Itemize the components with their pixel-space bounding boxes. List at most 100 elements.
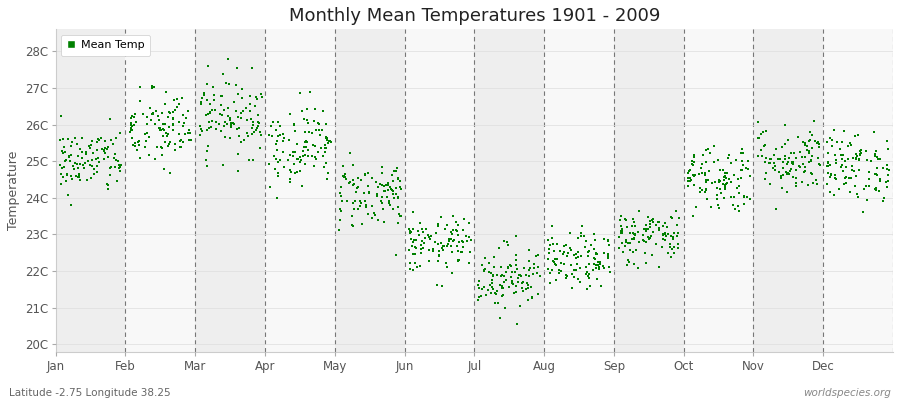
Point [437,226,452,232]
Point [268,126,283,133]
Point [332,227,347,233]
Point [101,144,115,150]
Point [824,188,838,195]
Point [220,121,234,128]
Point [755,153,770,159]
Point [175,136,189,143]
Point [148,156,162,162]
Point [813,162,827,168]
Point [782,155,796,161]
Point [786,159,800,165]
Point [643,224,657,230]
Point [112,168,127,174]
Point [333,206,347,213]
Point [492,282,507,288]
Point [527,260,542,267]
Point [389,185,403,191]
Point [129,119,143,125]
Point [710,184,724,191]
Point [636,237,651,243]
Point [652,264,666,271]
Point [711,202,725,208]
Point [230,151,245,157]
Point [853,151,868,157]
Point [246,156,260,163]
Point [583,283,598,290]
Point [114,161,129,168]
Point [769,163,783,169]
Point [839,174,853,180]
Point [546,248,561,255]
Point [346,181,361,188]
Point [695,187,709,194]
Point [509,233,524,239]
Point [788,155,803,161]
Point [353,202,367,209]
Point [375,206,390,212]
Point [432,248,446,255]
Point [377,188,392,194]
Point [358,172,373,178]
Point [829,160,843,166]
Point [509,321,524,328]
Point [406,209,420,215]
Point [563,247,578,253]
Point [722,152,736,159]
Point [132,155,147,162]
Point [717,182,732,188]
Point [872,178,886,184]
Point [181,130,195,136]
Point [64,173,78,180]
Point [346,223,361,229]
Point [220,105,235,111]
Point [90,139,104,145]
Point [92,158,106,165]
Point [511,272,526,279]
Point [292,158,307,165]
Point [303,88,318,95]
Point [106,155,121,162]
Point [158,138,172,145]
Point [838,158,852,164]
Point [264,123,278,129]
Point [291,156,305,162]
Point [159,130,174,136]
Point [686,212,700,219]
Point [162,124,176,130]
Point [776,159,790,165]
Point [240,117,255,123]
Point [95,145,110,152]
Point [559,275,573,281]
Point [203,109,218,115]
Point [721,155,735,161]
Point [489,291,503,298]
Point [838,175,852,181]
Point [543,280,557,286]
Point [308,154,322,160]
Point [827,126,842,133]
Point [207,97,221,103]
Point [807,118,822,124]
Text: Latitude -2.75 Longitude 38.25: Latitude -2.75 Longitude 38.25 [9,388,171,398]
Point [201,143,215,149]
Point [758,176,772,182]
Point [148,120,163,127]
Point [374,198,388,204]
Point [87,171,102,177]
Point [699,159,714,165]
Point [590,258,605,265]
Point [742,196,757,202]
Point [627,230,642,237]
Point [798,164,813,170]
Point [368,212,382,218]
Point [753,130,768,137]
Point [394,186,409,193]
Point [587,261,601,267]
Point [365,174,380,181]
Point [403,230,418,236]
Point [132,138,147,144]
Point [581,274,596,281]
Point [780,188,795,195]
Point [626,216,641,222]
Point [546,259,561,265]
